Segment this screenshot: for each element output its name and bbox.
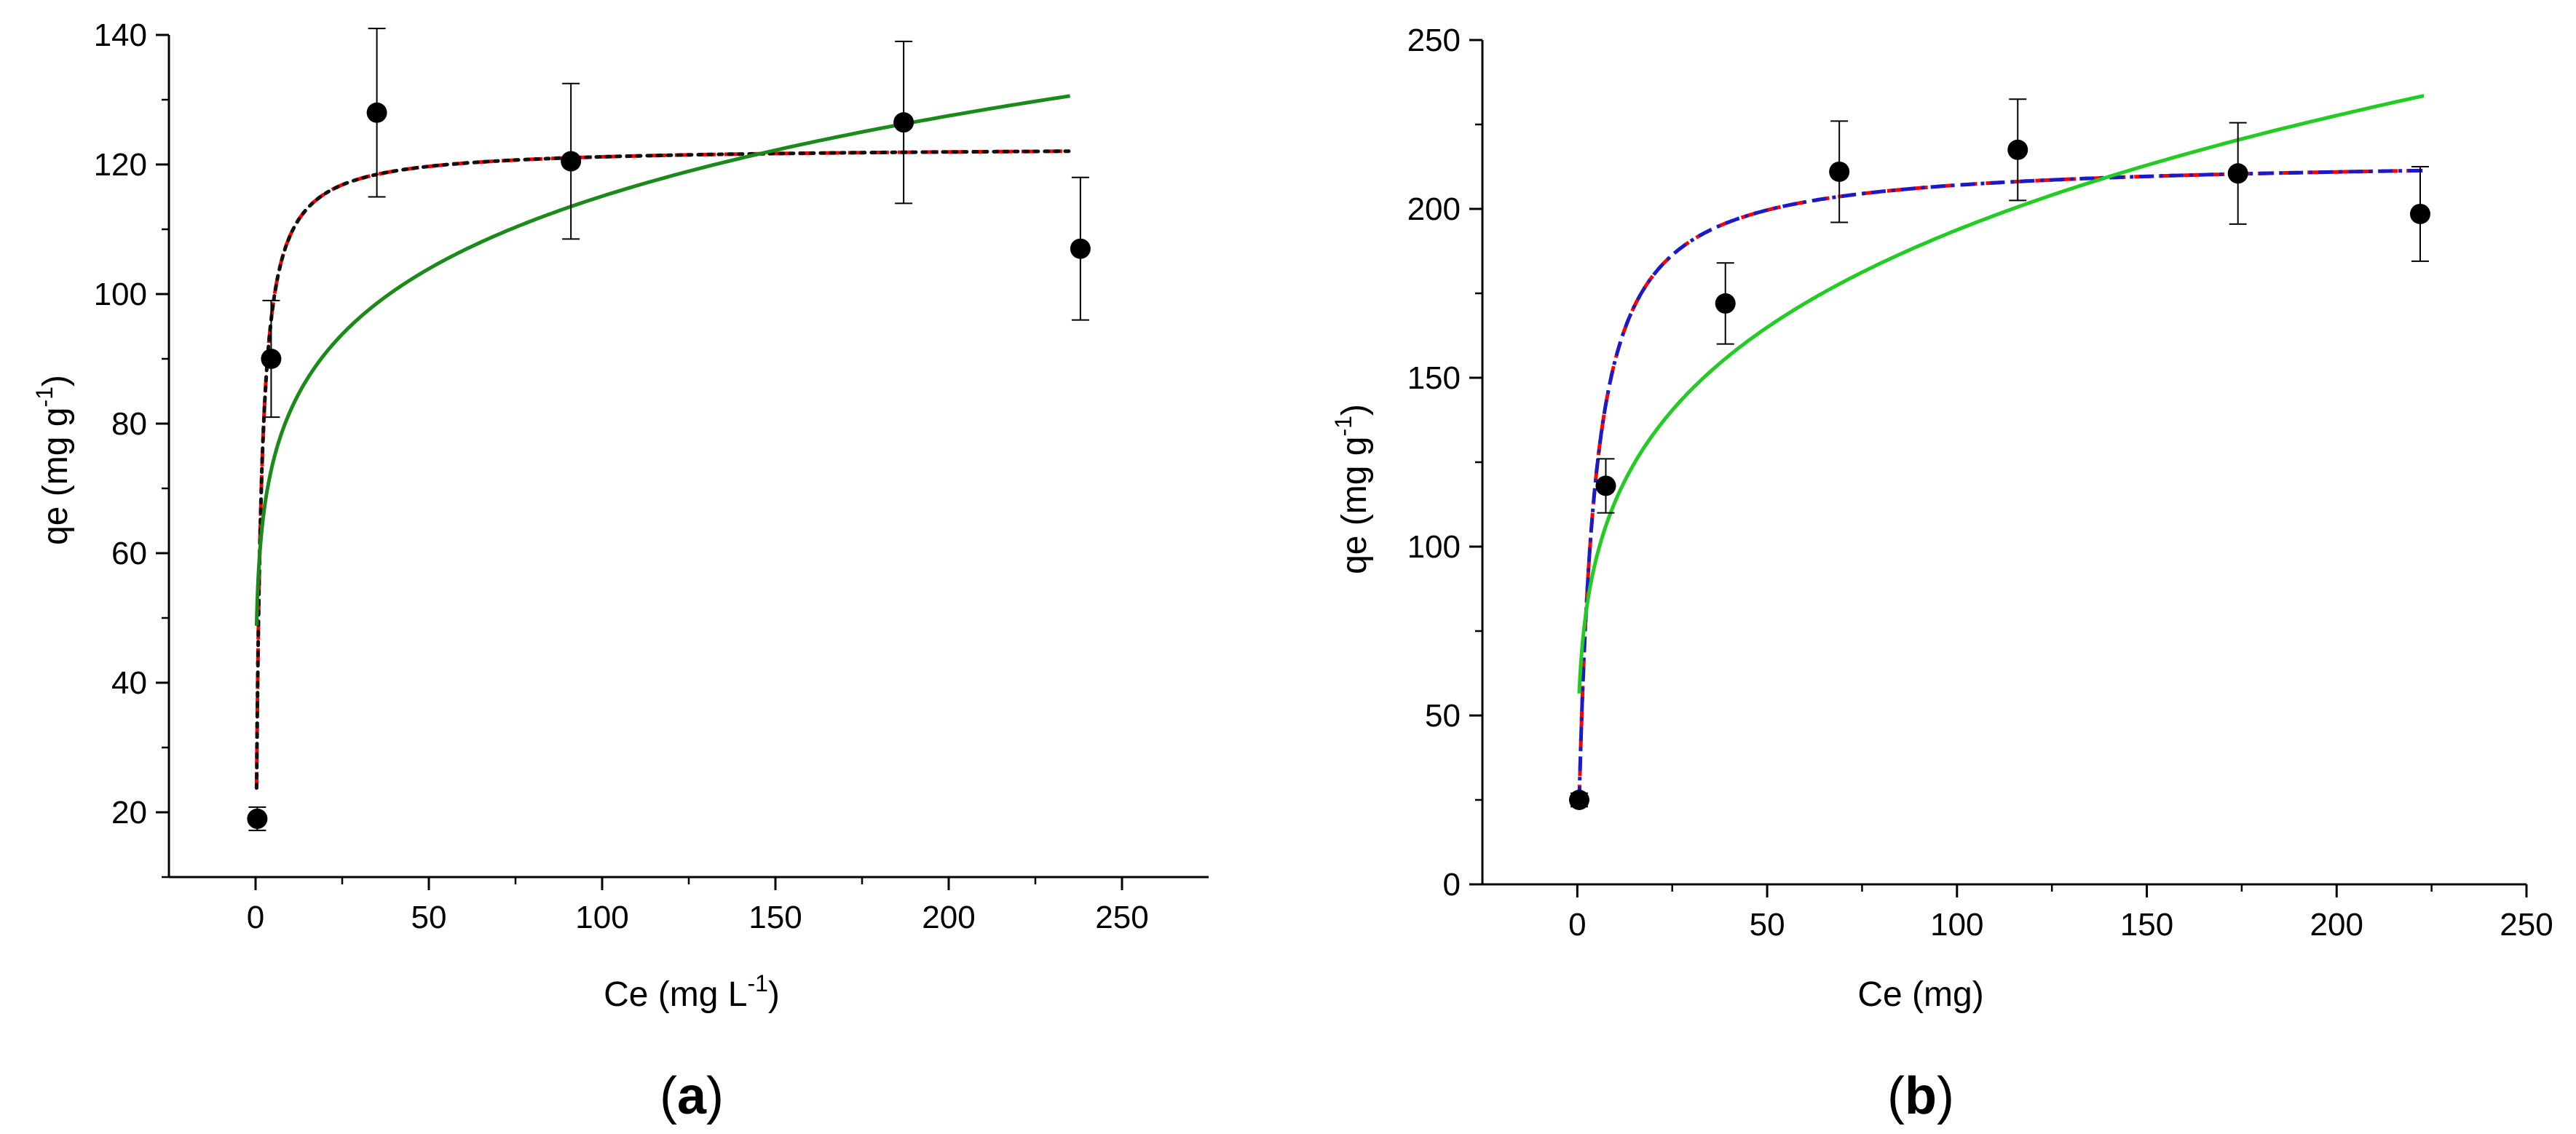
fit-curve-langmuir-fit-a	[254, 149, 1070, 788]
axes-a: 0 50 100 150 200 250 20 40 60 80 100 120 140	[94, 17, 1209, 935]
data-point-b	[2227, 163, 2248, 184]
axes-b: 0 50 100 150 200 250 0 50 100 150 200 250	[1407, 23, 2553, 943]
y-axis-label-a: qe (mg g-1)	[31, 375, 75, 545]
fit-curve-sips-fit-a	[254, 149, 1072, 790]
panel-label-a: (a)	[660, 1067, 724, 1125]
chart-panel-b: 0 50 100 150 200 250 0 50 100 150 200 250 Ce (mg) q…	[1330, 23, 2553, 1125]
x-axis-label-b: Ce (mg)	[1857, 975, 1983, 1014]
y-tick-label-b: 100	[1407, 529, 1461, 565]
data-point-b	[1595, 475, 1616, 496]
fit-curves-b	[1577, 94, 2425, 801]
x-tick-label-a: 50	[411, 900, 447, 935]
y-tick-label-a: 120	[94, 147, 147, 183]
x-tick-label-a: 100	[575, 900, 628, 935]
y-tick-label-a: 60	[111, 536, 147, 571]
data-point-a	[893, 112, 914, 133]
y-tick-label-b: 250	[1407, 23, 1461, 58]
data-points-b	[1568, 98, 2430, 810]
data-point-b	[1829, 161, 1850, 182]
data-points-a	[247, 28, 1091, 831]
x-tick-label-b: 150	[2120, 907, 2173, 943]
y-tick-label-a: 140	[94, 17, 147, 53]
x-axis-label-a: Ce (mg L-1)	[604, 970, 780, 1014]
x-tick-label-a: 200	[922, 900, 975, 935]
y-tick-label-a: 100	[94, 277, 147, 312]
x-tick-label-b: 200	[2310, 907, 2363, 943]
y-tick-label-b: 150	[1407, 360, 1461, 396]
chart-panel-a: 0 50 100 150 200 250 20 40 60 80 100 120 140 Ce (mg …	[31, 17, 1209, 1125]
fit-curve-sips-fit-b	[1577, 168, 2425, 801]
fit-curve-freundlich-fit-b	[1577, 94, 2425, 694]
y-tick-label-a: 20	[111, 795, 147, 830]
fit-curves-a	[254, 94, 1072, 790]
data-point-a	[366, 102, 387, 123]
data-point-b	[2007, 139, 2028, 160]
x-tick-label-b: 50	[1750, 907, 1785, 943]
x-tick-label-b: 0	[1568, 907, 1586, 943]
data-point-a	[1070, 238, 1091, 259]
panel-label-b: (b)	[1887, 1067, 1954, 1125]
data-point-a	[261, 349, 282, 369]
y-tick-label-a: 40	[111, 665, 147, 701]
x-tick-label-a: 250	[1095, 900, 1148, 935]
y-tick-label-a: 80	[111, 406, 147, 442]
x-tick-label-a: 0	[247, 900, 264, 935]
data-point-a	[561, 151, 582, 172]
x-tick-label-a: 150	[748, 900, 802, 935]
data-point-a	[247, 808, 268, 829]
fit-curve-langmuir-fit-b	[1577, 168, 2425, 801]
data-point-b	[1715, 293, 1736, 314]
y-tick-label-b: 50	[1425, 698, 1461, 734]
y-tick-label-b: 0	[1443, 867, 1461, 903]
x-tick-label-b: 250	[2500, 907, 2553, 943]
fit-curve-freundlich-fit-a	[254, 94, 1070, 626]
x-tick-label-b: 100	[1930, 907, 1983, 943]
y-axis-label-b: qe (mg g-1)	[1330, 404, 1374, 574]
y-tick-label-b: 200	[1407, 191, 1461, 227]
data-point-b	[1568, 790, 1589, 810]
data-point-b	[2409, 203, 2430, 224]
